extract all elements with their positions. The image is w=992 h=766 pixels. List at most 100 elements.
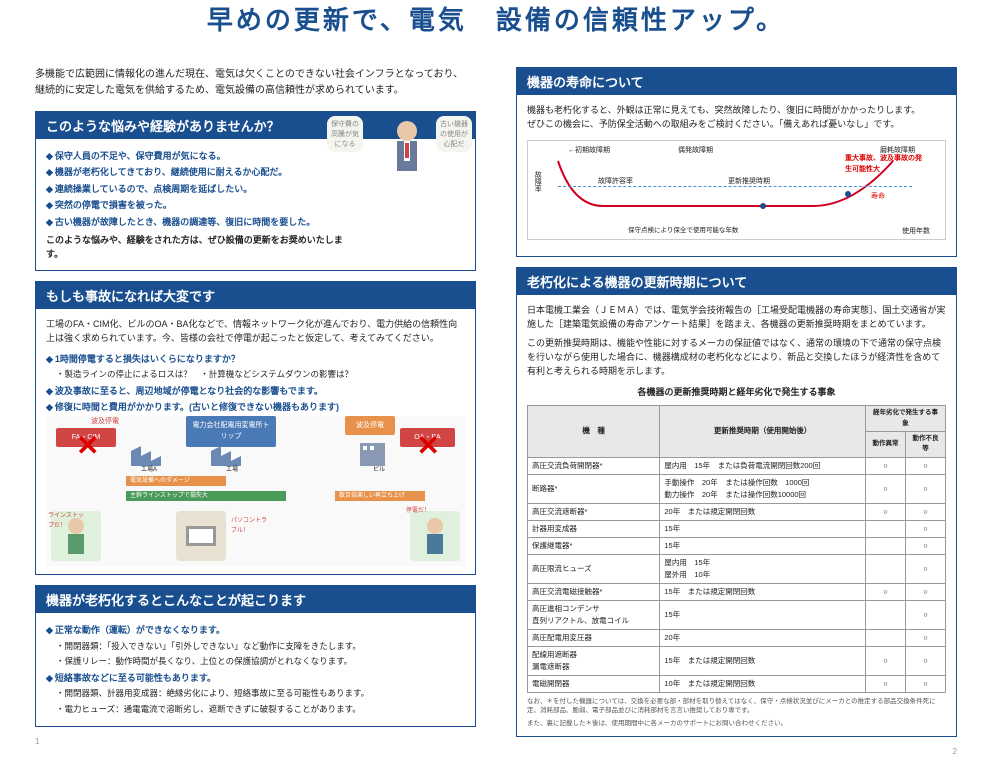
- factory-icon: [126, 441, 181, 466]
- document-title: 早めの更新で、電気 設備の信頼性アップ。: [0, 0, 992, 37]
- chart-note: 保守点検により保全で使用可能な年数: [628, 226, 738, 236]
- cell-a: [866, 629, 906, 646]
- speech-outage: 停電だ！: [406, 507, 430, 517]
- man-icon: [382, 116, 432, 176]
- cell-a: ○: [866, 675, 906, 692]
- speech-pc: パソコントラブル！: [231, 517, 271, 536]
- outage-illustration: [410, 511, 460, 561]
- cell-period: 10年 または規定開閉回数: [660, 675, 866, 692]
- aging-sub: ・電力ヒューズ：通電電流で溶断劣し、遮断できずに破裂することがあります。: [56, 703, 465, 717]
- xlabel: 使用年数: [902, 226, 930, 237]
- table-row: 高圧交流遮断器*20年 または規定開閉回数○○: [528, 503, 946, 520]
- intro-line2: 継続的に安定した電気を供給するため、電気設備の高信頼性が求められています。: [35, 83, 476, 99]
- accident-q1-sub: ・製造ラインの停止によるロスは？ ・計算機などシステムダウンの影響は？: [56, 368, 465, 382]
- cell-a: ○: [866, 503, 906, 520]
- table-row: 保護継電器*15年○: [528, 537, 946, 554]
- speech-linestop: ラインストップだ！: [48, 512, 88, 531]
- cell-name: 配線用遮断器 漏電遮断器: [528, 646, 660, 675]
- cell-b: ○: [906, 537, 946, 554]
- cell-b: ○: [906, 457, 946, 474]
- bathtub-curve-chart: 故障率 ←初期故障期 偶発故障期 磨耗故障期 故障許容率 更新推奨時期 重大事故…: [527, 140, 946, 240]
- cell-a: ○: [866, 583, 906, 600]
- th-period: 更新推奨時期（使用開始後）: [660, 406, 866, 458]
- worry-footer: このような悩みや、経験をされた方は、ぜひ設備の更新をお奨めいたします。: [46, 233, 345, 262]
- random-period: 偶発故障期: [678, 145, 713, 156]
- lifespan-text1: 機器も老朽化すると、外観は正常に見えても、突然故障したり、復旧に時間がかかったり…: [527, 103, 946, 117]
- table-row: 高圧交流電磁接触器*15年 または規定開閉回数○○: [528, 583, 946, 600]
- cell-name: 高圧交流負荷開閉器*: [528, 457, 660, 474]
- building-icon: [355, 441, 395, 466]
- label-factory-a: 工場A: [141, 466, 157, 476]
- th-abnormal: 動作異常: [866, 431, 906, 457]
- cell-b: ○: [906, 503, 946, 520]
- intro-line1: 多機能で広範囲に情報化の進んだ現在、電気は欠くことのできない社会インフラとなって…: [35, 67, 476, 83]
- cell-period: 20年: [660, 629, 866, 646]
- cell-period: 15年 または規定開閉回数: [660, 583, 866, 600]
- life-label: 寿命: [871, 191, 885, 202]
- cell-a: ○: [866, 457, 906, 474]
- worry-bullet: 保守人員の不足や、保守費用が気になる。: [46, 149, 345, 163]
- accident-q3: 修復に時間と費用がかかります。(古いと修復できない機器もあります): [46, 400, 465, 414]
- cell-b: ○: [906, 646, 946, 675]
- accident-header: もしも事故になれば大変です: [36, 282, 475, 309]
- speech-right: 古い機器の使用が心配だ: [436, 116, 472, 152]
- update-label: 更新推奨時期: [728, 176, 770, 187]
- aging-sub: ・保護リレー：動作時間が長くなり、上位との保護協調がとれなくなります。: [56, 655, 465, 669]
- cell-b: ○: [906, 600, 946, 629]
- worry-bullet: 機器が老朽化してきており、継続使用に耐えるか心配だ。: [46, 165, 345, 179]
- aging-h1: 正常な動作（運転）ができなくなります。: [46, 623, 465, 637]
- renewal-text1: 日本電機工業会（ＪＥＭＡ）では、電気学会技術報告の［工場受配電機器の寿命実態］、…: [527, 303, 946, 332]
- cell-name: 高圧配電用変圧器: [528, 629, 660, 646]
- worry-box: このような悩みや経験がありませんか？ 保守人員の不足や、保守費用が気になる。 機…: [35, 111, 476, 271]
- allow-label: 故障許容率: [598, 176, 633, 187]
- cell-period: 15年: [660, 600, 866, 629]
- cell-a: ○: [866, 646, 906, 675]
- cell-b: ○: [906, 583, 946, 600]
- page-number-right: 2: [516, 747, 957, 756]
- th-name: 機 種: [528, 406, 660, 458]
- table-row: 電磁開閉器10年 または規定開閉回数○○: [528, 675, 946, 692]
- ylabel: 故障率: [532, 171, 543, 192]
- table-row: 配線用遮断器 漏電遮断器15年 または規定開閉回数○○: [528, 646, 946, 675]
- renewal-table: 機 種 更新推奨時期（使用開始後） 経年劣化で発生する事象 動作異常 動作不良等…: [527, 405, 946, 693]
- page-spread: 多機能で広範囲に情報化の進んだ現在、電気は欠くことのできない社会インフラとなって…: [0, 47, 992, 766]
- worry-bullet: 突然の停電で損害を被った。: [46, 198, 345, 212]
- cell-b: ○: [906, 474, 946, 503]
- cell-a: [866, 537, 906, 554]
- cell-name: 高圧交流電磁接触器*: [528, 583, 660, 600]
- cell-period: 手動操作 20年 または操作回数 1000回 動力操作 20年 または操作回数1…: [660, 474, 866, 503]
- bar-loss: 主幹ラインストップで損失大: [126, 491, 286, 501]
- cell-name: 高圧進相コンデンサ 直列リアクトル、放電コイル: [528, 600, 660, 629]
- cell-name: 高圧限流ヒューズ: [528, 554, 660, 583]
- th-failure: 動作不良等: [906, 431, 946, 457]
- cell-b: ○: [906, 554, 946, 583]
- x-icon: ✕: [76, 424, 99, 469]
- cell-period: 20年 または規定開閉回数: [660, 503, 866, 520]
- right-column: 機器の寿命について 機器も老朽化すると、外観は正常に見えても、突然故障したり、復…: [516, 67, 957, 756]
- cell-name: 保護継電器*: [528, 537, 660, 554]
- cell-a: [866, 520, 906, 537]
- businessman-illustration: 保守費の高騰が気になる 古い機器の使用が心配だ: [347, 116, 467, 178]
- aging-box: 機器が老朽化するとこんなことが起こります 正常な動作（運転）ができなくなります。…: [35, 585, 476, 727]
- cell-a: ○: [866, 474, 906, 503]
- cell-name: 高圧交流遮断器*: [528, 503, 660, 520]
- page-number-left: 1: [35, 737, 476, 746]
- speech-left: 保守費の高騰が気になる: [327, 116, 363, 152]
- label-factory: 工場: [226, 466, 238, 476]
- aging-sub: ・開閉器類：「投入できない」「引外しできない」など動作に支障をきたします。: [56, 640, 465, 654]
- aging-sub: ・開閉器類、計器用変成器：絶縁劣化により、短絡事故に至る可能性もあります。: [56, 687, 465, 701]
- table-row: 高圧交流負荷開閉器*屋内用 15年 または負荷電流開閉回数200回○○: [528, 457, 946, 474]
- table-row: 計器用変成器15年○: [528, 520, 946, 537]
- cell-period: 屋内用 15年 屋外用 10年: [660, 554, 866, 583]
- flow-node-wave: 波及停電: [345, 416, 395, 435]
- aging-header: 機器が老朽化するとこんなことが起こります: [36, 586, 475, 613]
- early-period: 初期故障期: [575, 147, 610, 154]
- bar-damage: 電気設備へのダメージ: [126, 476, 226, 486]
- table-row: 高圧進相コンデンサ 直列リアクトル、放電コイル15年 ○: [528, 600, 946, 629]
- cell-period: 15年: [660, 520, 866, 537]
- label-building: ビル: [373, 466, 385, 476]
- accident-q1: 1時間停電すると損失はいくらになりますか？: [46, 352, 465, 366]
- accident-box: もしも事故になれば大変です 工場のFA・CIM化、ビルのOA・BA化などで、情報…: [35, 281, 476, 576]
- cell-a: [866, 554, 906, 583]
- cell-name: 電磁開閉器: [528, 675, 660, 692]
